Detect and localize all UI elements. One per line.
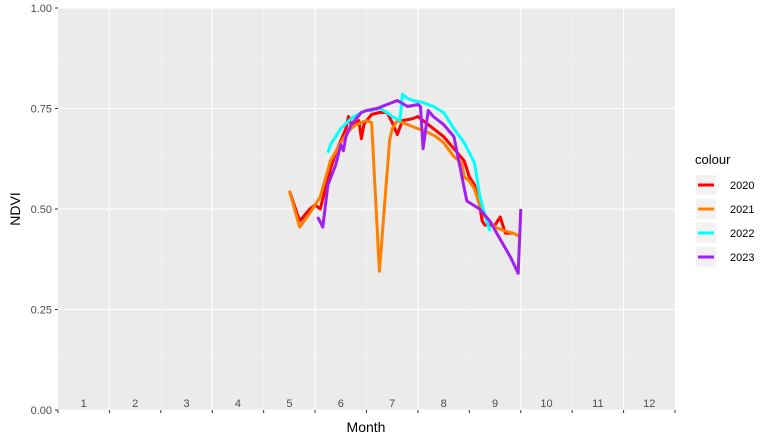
legend-title: colour — [695, 152, 731, 167]
x-tick-label: 2 — [132, 398, 138, 410]
y-tick-label: 0.50 — [31, 204, 52, 216]
y-tick-label: 1.00 — [31, 3, 52, 15]
y-axis-title: NDVI — [7, 192, 23, 225]
legend-label-2022: 2022 — [730, 228, 754, 240]
y-tick-label: 0.25 — [31, 305, 52, 317]
y-tick-label: 0.00 — [31, 405, 52, 417]
axes: 0.000.250.500.751.001 2 3 4 5 6 7 8 9 10 11 12 — [31, 3, 676, 417]
minor-gridlines — [58, 8, 675, 410]
series-line-2021 — [287, 119, 522, 273]
y-tick-label: 0.75 — [31, 104, 52, 116]
series-line-2023 — [316, 99, 523, 275]
legend-label-2020: 2020 — [730, 180, 754, 192]
x-tick-label: 4 — [235, 398, 241, 410]
x-tick-label: 6 — [338, 398, 344, 410]
x-tick-label: 10 — [540, 398, 552, 410]
x-tick-label: 9 — [492, 398, 498, 410]
x-tick-label: 3 — [183, 398, 189, 410]
series-lines — [287, 92, 523, 275]
x-tick-label: 5 — [286, 398, 292, 410]
x-tick-label: 1 — [81, 398, 87, 410]
x-tick-label: 8 — [441, 398, 447, 410]
legend-label-2021: 2021 — [730, 204, 754, 216]
x-tick-label: 12 — [643, 398, 655, 410]
x-tick-label: 7 — [389, 398, 395, 410]
legend: colour 2020 2021 2022 2023 — [695, 152, 754, 267]
x-axis-title: Month — [347, 419, 386, 435]
x-tick-label: 11 — [592, 398, 603, 410]
legend-label-2023: 2023 — [730, 252, 754, 264]
